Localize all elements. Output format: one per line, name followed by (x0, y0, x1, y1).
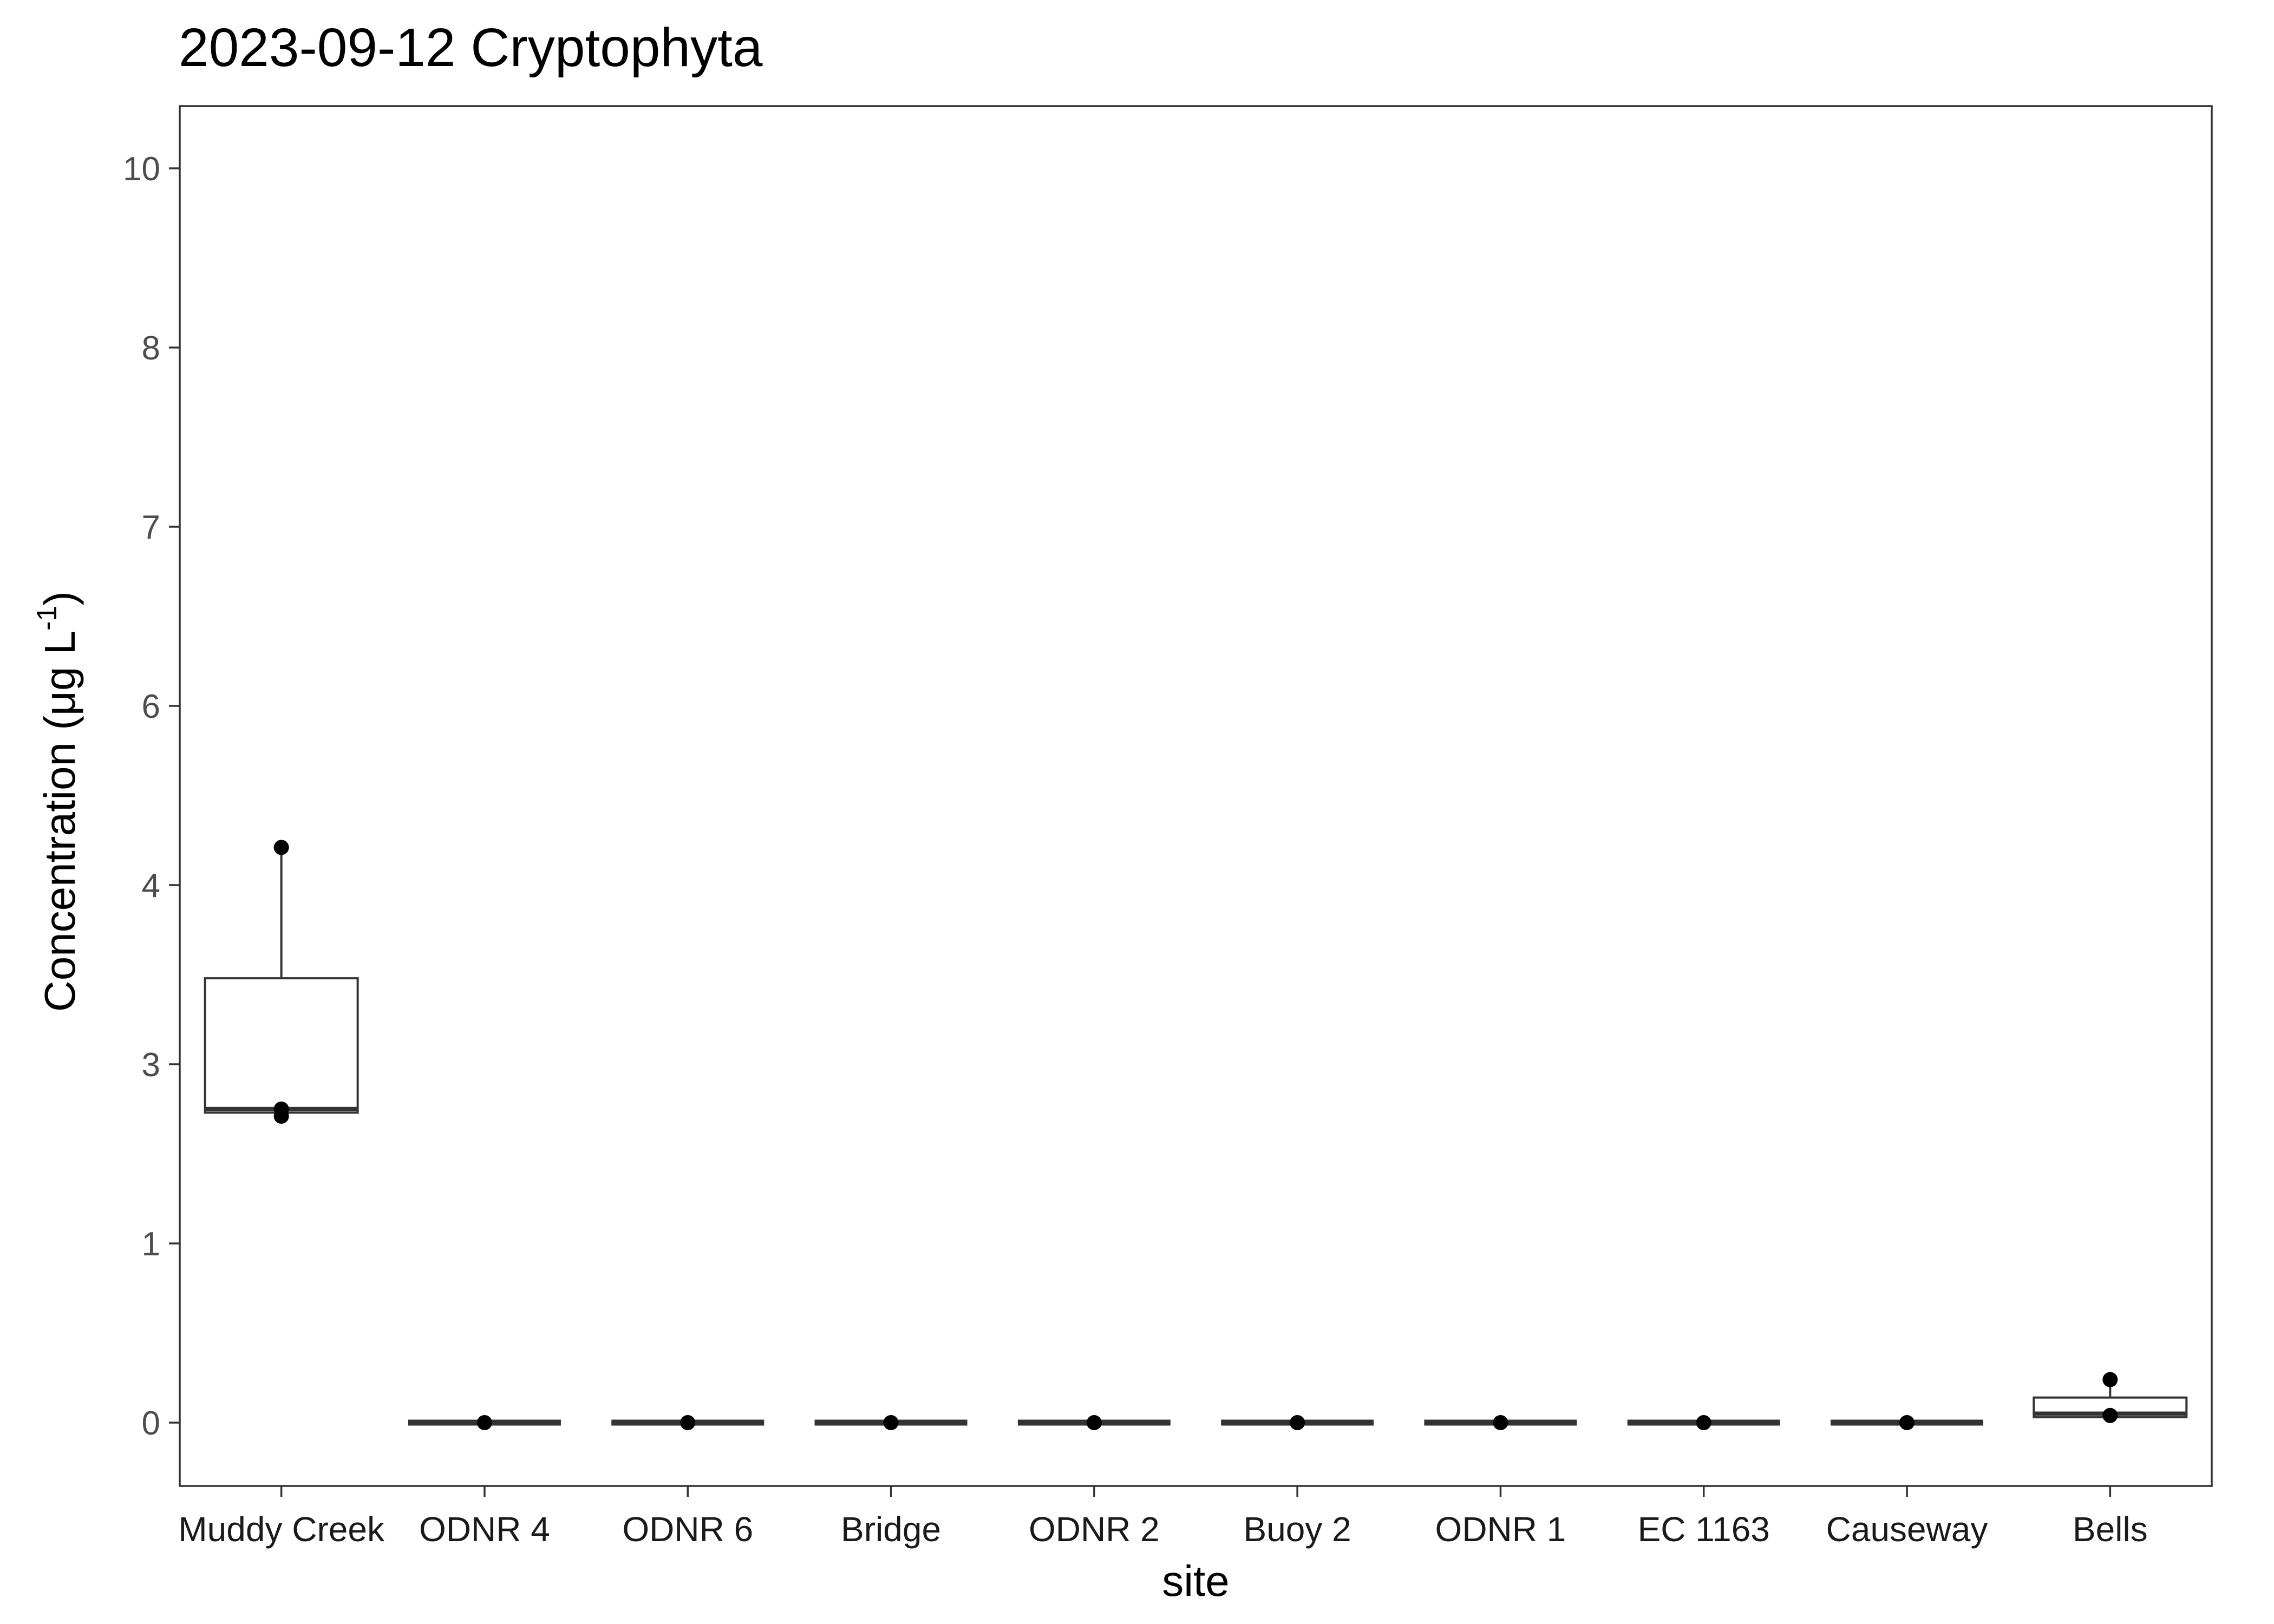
y-tick-label: 6 (142, 688, 160, 725)
data-point (1086, 1415, 1102, 1430)
box-odnr-1 (1424, 1415, 1577, 1430)
x-tick-label: Causeway (1826, 1510, 1988, 1549)
x-tick-label: Buoy 2 (1244, 1510, 1351, 1549)
y-axis-title-main: Concentration (μg L (36, 631, 84, 1012)
box-muddy-creek (204, 840, 359, 1124)
y-tick-label: 7 (142, 509, 160, 546)
data-point (1696, 1415, 1711, 1430)
data-point (680, 1415, 696, 1430)
boxes-layer (204, 840, 2188, 1430)
data-point (476, 1415, 492, 1430)
data-point (1290, 1415, 1305, 1430)
x-axis-title: site (1162, 1557, 1230, 1605)
plot-panel (179, 105, 2213, 1487)
iqr-box (204, 977, 359, 1114)
x-tick-label: EC 1163 (1638, 1510, 1770, 1549)
box-buoy-2 (1221, 1415, 1374, 1430)
y-axis-title: Concentration (μg L-1) (31, 591, 84, 1012)
x-tick-label: ODNR 4 (419, 1510, 550, 1549)
box-odnr-6 (611, 1415, 764, 1430)
x-tick-label: ODNR 1 (1435, 1510, 1566, 1549)
box-bells (2033, 1372, 2188, 1423)
y-tick-label: 8 (142, 330, 160, 367)
y-tick-label: 1 (142, 1226, 160, 1263)
y-axis-title-close: ) (36, 591, 84, 606)
data-point (883, 1415, 899, 1430)
box-odnr-4 (408, 1415, 561, 1430)
box-odnr-2 (1017, 1415, 1171, 1430)
x-tick-label: Bells (2073, 1510, 2148, 1549)
data-point (1493, 1415, 1508, 1430)
y-tick-label: 0 (142, 1405, 160, 1442)
y-tick-label: 10 (123, 150, 160, 188)
x-axis: Muddy Creek ODNR 4 ODNR 6 Bridge ODNR 2 Buoy … (178, 1486, 2148, 1549)
data-point (273, 840, 289, 855)
x-tick-label: Muddy Creek (178, 1510, 385, 1549)
box-bridge (814, 1415, 968, 1430)
x-tick-label: ODNR 2 (1029, 1510, 1160, 1549)
chart-title: 2023-09-12 Cryptophyta (179, 17, 763, 78)
y-axis-title-superscript: -1 (31, 606, 63, 631)
y-tick-label: 3 (142, 1046, 160, 1084)
data-point (273, 1108, 289, 1124)
x-tick-label: ODNR 6 (622, 1510, 753, 1549)
y-tick-label: 4 (142, 867, 160, 905)
data-point (2102, 1372, 2118, 1387)
data-point (1899, 1415, 1915, 1430)
box-ec-1163 (1627, 1415, 1780, 1430)
box-causeway (1831, 1415, 1984, 1430)
x-tick-label: Bridge (841, 1510, 941, 1549)
data-point (2102, 1407, 2118, 1423)
y-axis: 0 1 3 4 6 7 8 10 (123, 150, 180, 1442)
